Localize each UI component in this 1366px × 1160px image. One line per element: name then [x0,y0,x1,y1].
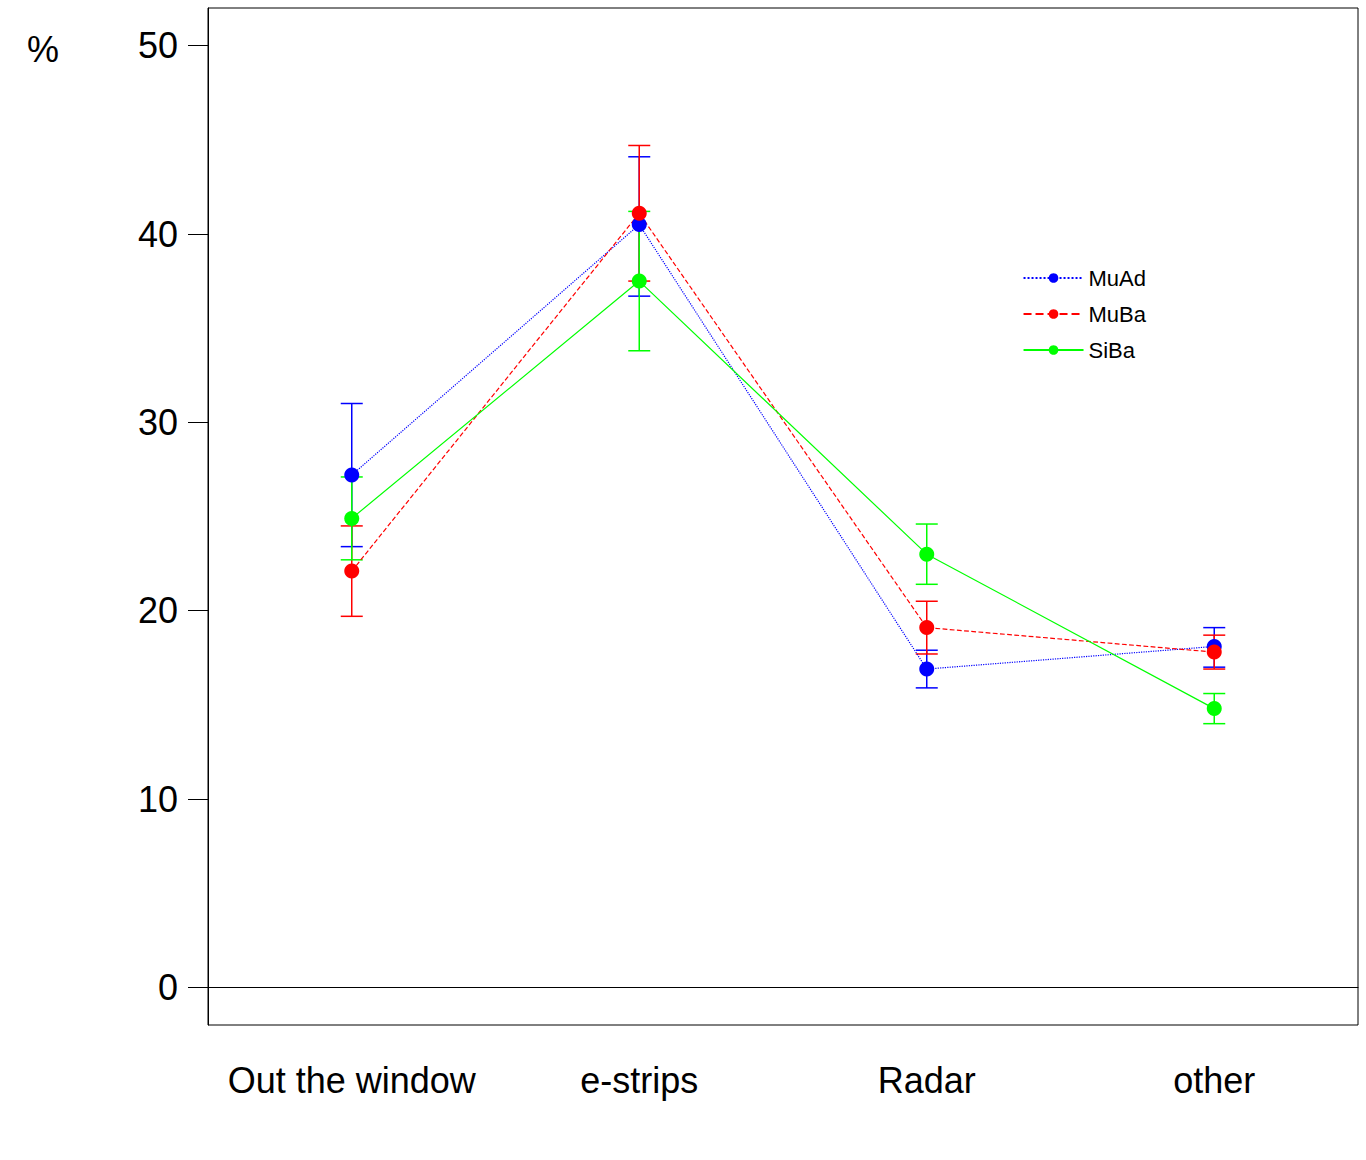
svg-text:50: 50 [138,25,178,66]
svg-text:MuBa: MuBa [1089,302,1147,327]
svg-text:10: 10 [138,779,178,820]
svg-text:e-strips: e-strips [580,1060,698,1101]
svg-text:20: 20 [138,590,178,631]
svg-text:MuAd: MuAd [1089,266,1146,291]
svg-text:Out the window: Out the window [228,1060,477,1101]
svg-text:40: 40 [138,214,178,255]
svg-text:%: % [27,29,59,70]
svg-text:30: 30 [138,402,178,443]
svg-text:other: other [1173,1060,1255,1101]
svg-text:Radar: Radar [878,1060,976,1101]
svg-text:0: 0 [158,967,178,1008]
svg-text:SiBa: SiBa [1089,338,1136,363]
